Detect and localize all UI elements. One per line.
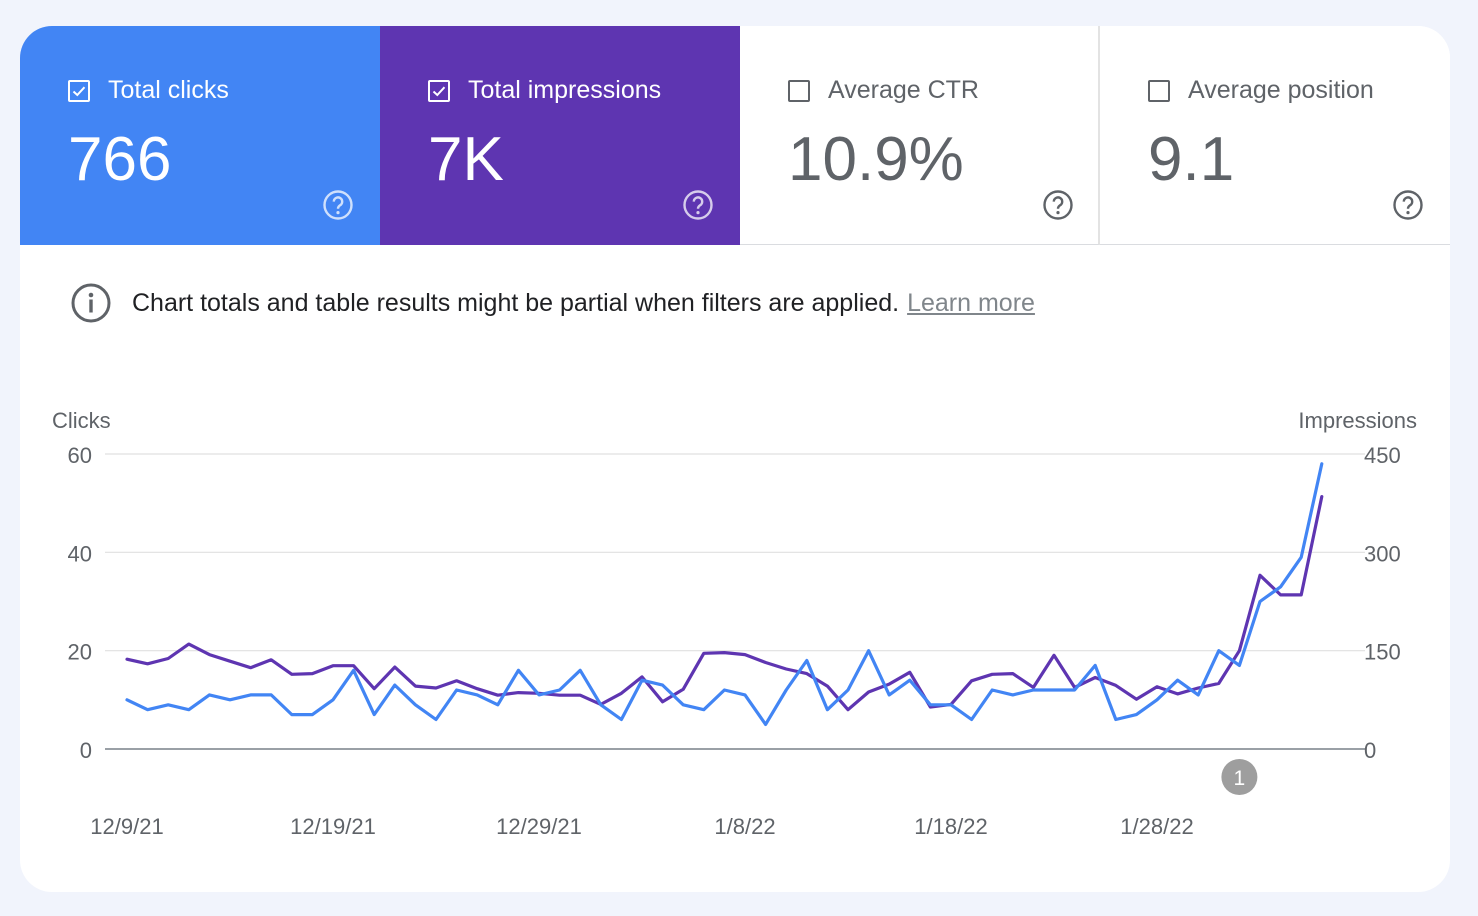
y-right-axis-label: Impressions [1298, 408, 1417, 433]
checkbox-icon[interactable] [788, 79, 810, 102]
learn-more-link[interactable]: Learn more [907, 288, 1035, 317]
info-circle-icon [71, 283, 111, 323]
tile-label: Total impressions [468, 76, 662, 104]
checkbox-icon[interactable] [1148, 79, 1170, 102]
x-tick-label: 12/9/21 [90, 814, 163, 839]
annotation-marker[interactable] [1221, 759, 1258, 795]
y-right-tick-label: 150 [1364, 640, 1401, 665]
y-left-tick-label: 40 [68, 541, 92, 566]
help-circle-icon[interactable] [1391, 188, 1425, 222]
y-left-axis-label: Clicks [52, 408, 111, 433]
y-left-tick-label: 0 [80, 738, 92, 763]
chart-grid [105, 453, 1365, 750]
tile-average-position[interactable]: Average position 9.1 [1100, 26, 1450, 245]
x-tick-label: 12/19/21 [290, 814, 376, 839]
y-left-tick-label: 60 [68, 443, 92, 468]
tile-value: 766 [68, 125, 172, 194]
x-tick-label: 1/28/22 [1120, 814, 1193, 839]
tile-value: 9.1 [1148, 125, 1235, 194]
x-tick-label: 12/29/21 [496, 814, 582, 839]
chart-series [125, 462, 1324, 727]
tile-label: Average position [1188, 76, 1374, 104]
help-circle-icon[interactable] [321, 188, 355, 222]
tile-value: 7K [428, 125, 504, 194]
performance-chart: 0 20 40 60 0 150 300 450 Clicks Impressions 12/9/2… [52, 408, 1417, 839]
tile-header: Total clicks [68, 76, 229, 105]
tile-label: Average CTR [828, 76, 979, 104]
x-tick-label: 1/8/22 [714, 814, 775, 839]
tile-header: Average CTR [788, 76, 979, 105]
performance-card: Total clicks 766 Total impressions 7K [20, 26, 1450, 892]
y-right-tick-label: 450 [1364, 443, 1401, 468]
tile-header: Total impressions [428, 76, 661, 105]
series-line-clicks [125, 462, 1324, 727]
tile-header: Average position [1148, 76, 1374, 105]
filter-notice: Chart totals and table results might be … [70, 282, 1035, 324]
chart-axis-labels: 0 20 40 60 0 150 300 450 Clicks Impressions 12/9/2… [52, 408, 1417, 839]
metric-tiles: Total clicks 766 Total impressions 7K [20, 26, 1450, 245]
chart-annotation: 1 [1221, 759, 1258, 795]
y-left-tick-label: 20 [68, 640, 92, 665]
checkbox-icon[interactable] [428, 79, 450, 102]
notice-text: Chart totals and table results might be … [132, 288, 900, 317]
tile-total-impressions[interactable]: Total impressions 7K [380, 26, 740, 245]
series-line-impressions [125, 495, 1324, 712]
checkbox-icon[interactable] [68, 79, 90, 102]
tile-total-clicks[interactable]: Total clicks 766 [20, 26, 380, 245]
help-circle-icon[interactable] [1041, 188, 1075, 222]
y-right-tick-label: 0 [1364, 738, 1376, 763]
annotation-label: 1 [1234, 767, 1246, 790]
tile-average-ctr[interactable]: Average CTR 10.9% [740, 26, 1100, 245]
help-circle-icon[interactable] [681, 188, 715, 222]
tile-value: 10.9% [788, 125, 964, 194]
x-tick-label: 1/18/22 [914, 814, 987, 839]
y-right-tick-label: 300 [1364, 541, 1401, 566]
tile-label: Total clicks [108, 76, 229, 104]
